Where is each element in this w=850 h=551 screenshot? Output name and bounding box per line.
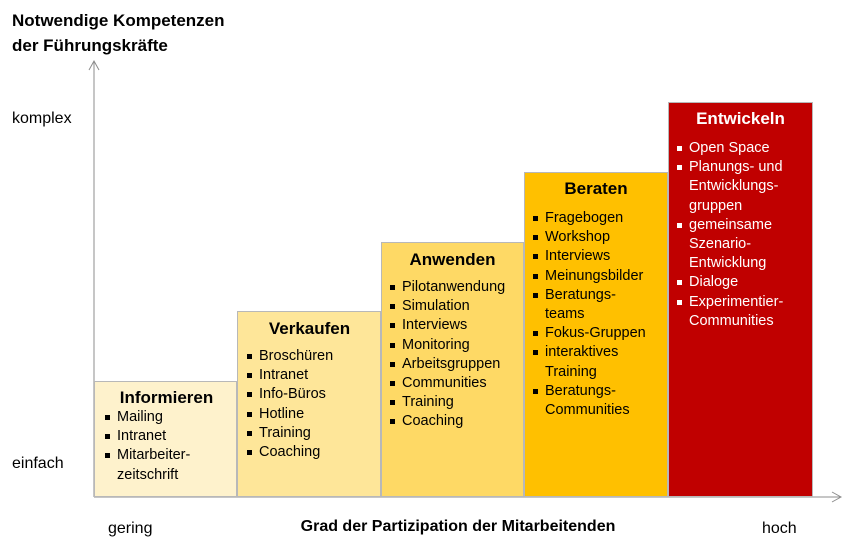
step-item: Arbeitsgruppen xyxy=(388,355,517,374)
step-item: gemeinsame Szenario- Entwicklung xyxy=(675,216,806,274)
step-item: Workshop xyxy=(531,228,661,247)
step-item-list: Open Space Planungs- und Entwicklungs- gr… xyxy=(675,139,806,331)
step-title: Informieren xyxy=(119,388,214,407)
x-label-left: gering xyxy=(108,520,153,537)
y-label-top: komplex xyxy=(12,110,72,127)
step-verkaufen: Verkaufen Broschüren Intranet Info-Büros Ho… xyxy=(237,311,381,497)
step-item: Interviews xyxy=(388,316,517,335)
step-item: Fokus-Gruppen xyxy=(531,324,661,343)
step-informieren: Informieren Mailing Intranet Mitarbeiter- … xyxy=(94,381,237,497)
step-item-list: Fragebogen Workshop Interviews Meinungsbild… xyxy=(531,209,661,420)
step-item: Open Space xyxy=(675,139,806,158)
step-item: Simulation xyxy=(388,297,517,316)
x-axis-arrow xyxy=(831,491,843,503)
step-anwenden: Anwenden Pilotanwendung Simulation Intervi… xyxy=(381,242,524,497)
step-item: interaktives Training xyxy=(531,343,661,381)
step-item: Dialoge xyxy=(675,273,806,292)
step-title: Anwenden xyxy=(409,250,496,269)
y-axis-arrow xyxy=(88,59,100,71)
step-item: Coaching xyxy=(245,443,374,462)
step-item: Mailing xyxy=(103,408,230,427)
title-line-1: Notwendige Kompetenzen xyxy=(12,11,225,30)
step-item: Experimentier- Communities xyxy=(675,293,806,331)
step-entwickeln: Entwickeln Open Space Planungs- und Entwi… xyxy=(668,102,813,497)
step-item: Training xyxy=(245,424,374,443)
step-title: Entwickeln xyxy=(696,109,785,128)
step-item: Communities xyxy=(388,374,517,393)
step-item: Hotline xyxy=(245,405,374,424)
title-line-2: der Führungskräfte xyxy=(12,36,168,55)
step-item: Meinungsbilder xyxy=(531,267,661,286)
step-item: Mitarbeiter- zeitschrift xyxy=(103,446,230,484)
step-item-list: Mailing Intranet Mitarbeiter- zeitschrift xyxy=(103,408,230,485)
step-item: Broschüren xyxy=(245,347,374,366)
step-item: Beratungs- teams xyxy=(531,286,661,324)
x-axis-title: Grad der Partizipation der Mitarbeitende… xyxy=(300,518,616,535)
step-beraten: Beraten Fragebogen Workshop Interviews Mein… xyxy=(524,172,668,497)
y-label-bottom: einfach xyxy=(12,455,64,472)
step-item: Planungs- und Entwicklungs- gruppen xyxy=(675,158,806,216)
step-title: Beraten xyxy=(564,179,628,198)
step-item: Fragebogen xyxy=(531,209,661,228)
step-item: Pilotanwendung xyxy=(388,278,517,297)
step-item: Interviews xyxy=(531,247,661,266)
step-title: Verkaufen xyxy=(268,319,351,338)
step-item: Info-Büros xyxy=(245,385,374,404)
step-item: Training xyxy=(388,393,517,412)
step-item: Intranet xyxy=(103,427,230,446)
diagram-title: Notwendige Kompetenzen der Führungskräft… xyxy=(12,8,312,58)
step-item-list: Pilotanwendung Simulation Interviews Monito… xyxy=(388,278,517,432)
step-item: Monitoring xyxy=(388,336,517,355)
step-item-list: Broschüren Intranet Info-Büros Hotline Train… xyxy=(245,347,374,462)
step-item: Beratungs- Communities xyxy=(531,382,661,420)
step-item: Intranet xyxy=(245,366,374,385)
x-label-right: hoch xyxy=(762,520,797,537)
step-item: Coaching xyxy=(388,412,517,431)
